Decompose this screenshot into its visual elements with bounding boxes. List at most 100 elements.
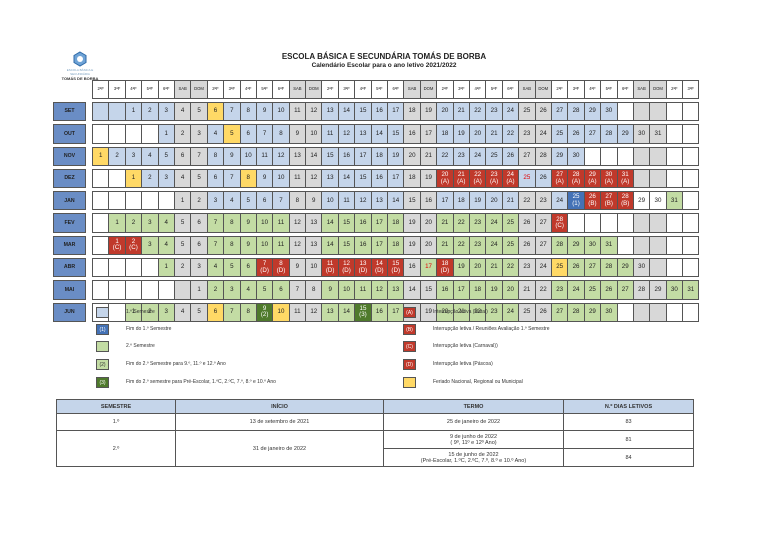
day-number: 27 [556,107,564,115]
day-cell: 1 [108,213,126,233]
day-number: 3 [197,263,201,271]
day-number: 29 [588,171,596,179]
day-number: 19 [425,308,432,316]
empty-cell [682,168,700,189]
day-number: 6 [246,263,250,271]
weekday-header: 2ªF [206,80,225,99]
day-cell: 4 [173,302,192,322]
day-cell: 23 [468,235,487,256]
day-cell: 10 [255,213,274,233]
empty-cell [632,168,651,189]
day-cell: 11 [272,235,290,256]
legend-swatch: (B) [403,324,416,335]
day-number: 30 [654,196,662,204]
day-cell: 15 [387,124,405,144]
day-cell: 21 [501,191,520,211]
day-cell: 3 [141,213,159,233]
day-cell: 30 [583,235,602,256]
day-number: 18 [392,241,400,249]
weekday-header: SAB [403,80,421,99]
empty-cell [124,258,143,278]
day-cell: 1 (C) [108,235,126,256]
day-number: 11 [277,241,285,249]
s2-termo-a-date: 9 de junho de 2022 [449,433,498,440]
empty-cell [682,258,700,278]
day-cell: 15 [321,146,339,166]
day-number: 12 [277,151,285,159]
day-number: 27 [588,263,596,271]
day-cell: 29 [649,280,667,300]
day-cell: 3 [141,235,159,256]
day-number: 22 [457,218,465,226]
day-number: 28 [638,285,646,293]
legend-swatch [403,377,416,388]
day-number: 23 [490,107,498,115]
day-cell: 30 [632,124,651,144]
day-cell: 29 [616,124,634,144]
day-cell: 8 [223,213,241,233]
day-cell: 15 [354,101,372,122]
day-number: 14 [375,129,383,137]
day-number: 23 [457,151,465,159]
empty-cell [108,191,126,211]
day-cell: 1 [157,124,175,144]
day-cell: 6 [190,213,208,233]
day-number: 30 [670,285,678,293]
header-semestre: SEMESTRE [56,399,176,414]
day-code: (B) [621,199,630,207]
day-number: 23 [474,218,482,226]
day-number: 12 [293,241,301,249]
empty-cell [124,280,143,300]
day-cell: 18 (D) [436,258,454,278]
day-number: 21 [441,241,449,249]
day-cell: 27 [583,124,602,144]
empty-cell [665,302,684,322]
day-number: 3 [131,151,136,159]
day-number: 2 [213,285,218,293]
day-number: 19 [474,196,482,204]
empty-cell [108,302,126,322]
day-number: 17 [392,107,400,115]
day-cell: 16 [370,101,389,122]
row-spacer [86,259,93,277]
day-cell: 8 [288,191,307,211]
day-number: 17 [441,196,449,204]
day-cell: 13 [305,235,323,256]
day-cell: 26 [518,235,536,256]
day-cell: 9 [288,124,307,144]
header-termo: TERMO [383,399,564,414]
month-label: DEZ [53,168,86,189]
s2-termo-b: 15 de junho de 2022 (Pré-Escolar, 1.ºC, … [383,448,564,467]
weekday-header: 6ªF [272,80,290,99]
s1-inicio: 13 de setembro de 2021 [175,413,384,431]
day-cell: 16 [354,235,372,256]
weekday-header: 5ªF [255,80,274,99]
legend-swatch: (2) [96,359,109,370]
day-number: 17 [457,285,465,293]
month-row: JAN 1 2 3 4 5 6 7 8 9 10 11 12 13 14 15 16 17 18 19 20 21 22 23… [53,191,700,211]
day-cell: 24 [485,235,503,256]
day-cell: 23 [550,280,569,300]
day-cell: 13 [305,213,323,233]
weekday-header: 3ªF [567,80,585,99]
day-number: 27 [621,285,629,293]
day-cell: 2 [173,258,192,278]
row-spacer [86,303,93,321]
day-cell: 21 [436,235,454,256]
day-cell: 13 [321,101,339,122]
row-spacer [86,125,93,143]
day-number: 23 [523,129,531,137]
day-number: 24 [474,151,482,159]
day-code: (A) [555,177,564,185]
day-number: 9 [246,241,250,249]
day-cell: 15 [403,191,421,211]
day-cell: 27 (B) [600,191,618,211]
day-number: 9 [262,107,267,115]
day-code: (A) [457,177,466,185]
s1-semestre: 1.º [56,413,176,431]
day-number: 7 [213,241,218,249]
day-number: 6 [213,174,218,182]
day-code: (D) [276,266,286,274]
empty-cell [649,235,667,256]
row-spacer [86,169,93,187]
